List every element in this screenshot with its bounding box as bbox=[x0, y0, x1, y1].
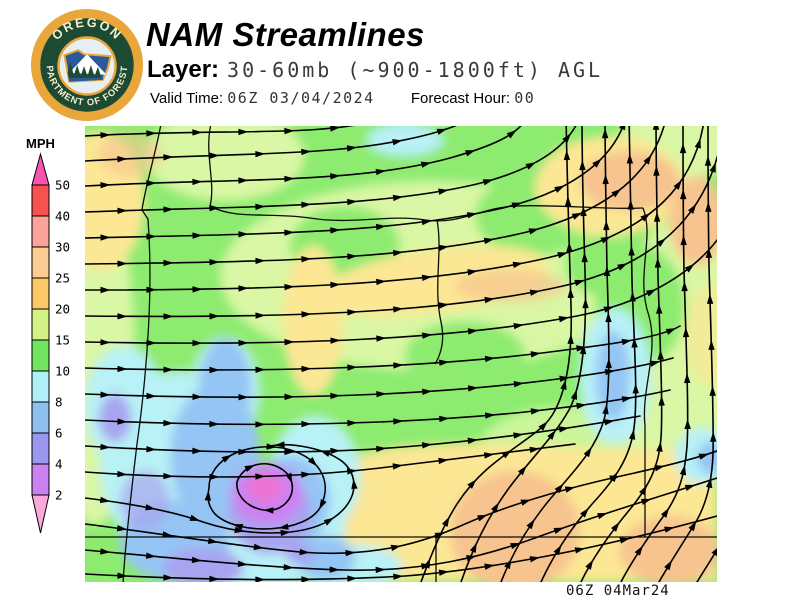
legend-unit-label: MPH bbox=[26, 136, 55, 151]
wind-speed-legend: MPH 50 40 30 25 20 15 10 8 6 4 2 bbox=[16, 134, 86, 549]
idaho-border bbox=[642, 207, 653, 537]
svg-text:6: 6 bbox=[55, 426, 63, 441]
streamline-map bbox=[85, 126, 717, 582]
svg-text:8: 8 bbox=[55, 395, 63, 410]
layer-row: Layer: 30-60mb (~900-1800ft) AGL bbox=[147, 56, 603, 84]
odf-logo: OREGON DEPARTMENT OF FORESTRY bbox=[28, 6, 144, 122]
svg-text:25: 25 bbox=[55, 271, 70, 286]
tree-icon bbox=[72, 65, 83, 81]
map-timestamp: 06Z 04Mar24 bbox=[566, 583, 670, 599]
layer-value: 30-60mb (~900-1800ft) AGL bbox=[227, 58, 604, 82]
forecast-hour-label: Forecast Hour: bbox=[410, 90, 511, 107]
svg-text:40: 40 bbox=[55, 209, 70, 224]
water-band bbox=[64, 77, 111, 82]
svg-text:4: 4 bbox=[55, 457, 63, 472]
columbia-river-border bbox=[208, 126, 644, 222]
layer-label: Layer: bbox=[147, 56, 220, 83]
svg-text:20: 20 bbox=[55, 302, 70, 317]
tree-icon bbox=[92, 66, 103, 81]
svg-text:50: 50 bbox=[55, 178, 70, 193]
tree-icon bbox=[86, 65, 96, 81]
page-title: NAM Streamlines bbox=[146, 16, 425, 53]
svg-text:15: 15 bbox=[55, 333, 70, 348]
valid-time-label: Valid Time: bbox=[150, 90, 224, 107]
forecast-hour-value: 00 bbox=[514, 89, 536, 107]
valid-time-row: Valid Time: 06Z 03/04/2024 Forecast Hour… bbox=[150, 89, 535, 107]
legend-color-bar: 50 40 30 25 20 15 10 8 6 4 2 bbox=[31, 152, 70, 534]
valid-time-value: 06Z 03/04/2024 bbox=[227, 89, 375, 107]
tree-icon bbox=[79, 65, 89, 81]
svg-text:10: 10 bbox=[55, 364, 70, 379]
svg-text:30: 30 bbox=[55, 240, 70, 255]
svg-text:2: 2 bbox=[55, 488, 63, 503]
streamline-arrowheads bbox=[99, 126, 717, 582]
